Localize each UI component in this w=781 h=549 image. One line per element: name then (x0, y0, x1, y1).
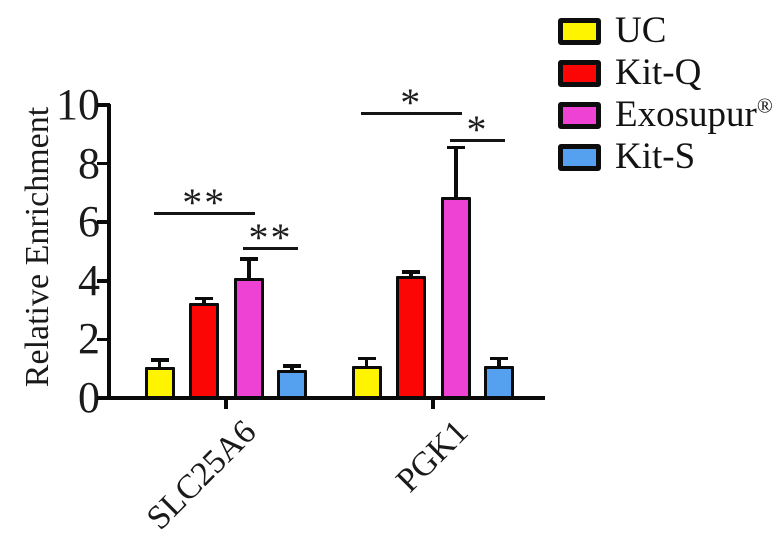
error-bar-stem-exosupur-slc25a6 (247, 258, 251, 284)
error-bar-stem-uc-slc25a6 (157, 359, 162, 374)
x-axis-tick (224, 398, 228, 409)
legend-label-exosupur: Exosupur® (615, 93, 773, 135)
error-bar-cap-kit-q-pgk1 (402, 270, 420, 274)
y-tick-label: 10 (56, 80, 100, 129)
bar-exosupur-slc25a6 (234, 277, 264, 400)
error-bar-cap-kit-q-slc25a6 (195, 296, 213, 301)
y-tick-label: 0 (78, 373, 100, 422)
y-tick-label: 2 (78, 314, 100, 364)
error-bar-cap-uc-slc25a6 (150, 358, 169, 362)
legend-item-kit-q: Kit-Q (558, 54, 701, 92)
legend-item-kit-s: Kit-S (558, 138, 695, 176)
significance-label-slc25a6-1: ** (182, 180, 227, 225)
y-tick-label: 6 (78, 197, 100, 247)
legend-swatch-kit-q (558, 59, 601, 87)
legend-swatch-kit-s (558, 143, 601, 171)
bar-kit-q-slc25a6 (189, 302, 219, 400)
error-bar-cap-uc-pgk1 (357, 356, 376, 361)
bar-exosupur-pgk1 (441, 197, 471, 400)
error-bar-cap-exosupur-pgk1 (447, 145, 465, 150)
y-axis-label: Relative Enrichment (19, 106, 56, 388)
y-axis-tick (97, 103, 110, 107)
error-bar-stem-uc-pgk1 (364, 358, 369, 372)
y-axis-tick (97, 161, 110, 166)
y-axis-tick (97, 337, 110, 342)
x-axis (107, 396, 545, 400)
y-axis-tick (97, 396, 110, 400)
significance-label-pgk1-1: * (400, 80, 423, 125)
legend-swatch-exosupur (558, 101, 601, 129)
legend-item-uc: UC (558, 12, 666, 50)
x-axis-tick (431, 398, 435, 409)
registered-trademark-symbol: ® (756, 93, 773, 118)
error-bar-cap-exosupur-slc25a6 (240, 257, 258, 261)
significance-line-pgk1-1 (360, 111, 462, 115)
category-label-slc25a6: SLC25A6 (139, 413, 264, 537)
bar-kit-s-pgk1 (484, 365, 514, 400)
significance-line-slc25a6-1 (153, 211, 255, 215)
error-bar-stem-kit-s-pgk1 (497, 358, 501, 372)
legend-label-uc: UC (615, 10, 667, 51)
y-tick-label: 4 (78, 255, 100, 305)
y-axis-tick (97, 279, 110, 283)
significance-line-slc25a6-2 (243, 246, 298, 250)
significance-label-slc25a6-2: ** (248, 215, 293, 260)
y-tick-label: 8 (78, 138, 100, 188)
error-bar-stem-exosupur-pgk1 (454, 147, 458, 204)
significance-label-pgk1-2: * (466, 107, 489, 152)
legend-label-kit-q: Kit-Q (615, 52, 702, 93)
error-bar-cap-kit-s-pgk1 (490, 356, 508, 361)
significance-line-pgk1-2 (450, 138, 505, 142)
legend-item-exosupur: Exosupur® (558, 93, 773, 135)
bar-uc-pgk1 (351, 365, 382, 400)
y-axis-tick (97, 220, 110, 224)
error-bar-cap-kit-s-slc25a6 (283, 364, 301, 368)
bar-kit-q-pgk1 (396, 276, 426, 400)
legend-swatch-uc (558, 17, 601, 45)
bar-kit-s-slc25a6 (277, 370, 307, 400)
category-label-pgk1: PGK1 (389, 413, 476, 500)
y-axis (107, 104, 111, 400)
legend-label-kit-s: Kit-S (615, 136, 696, 177)
